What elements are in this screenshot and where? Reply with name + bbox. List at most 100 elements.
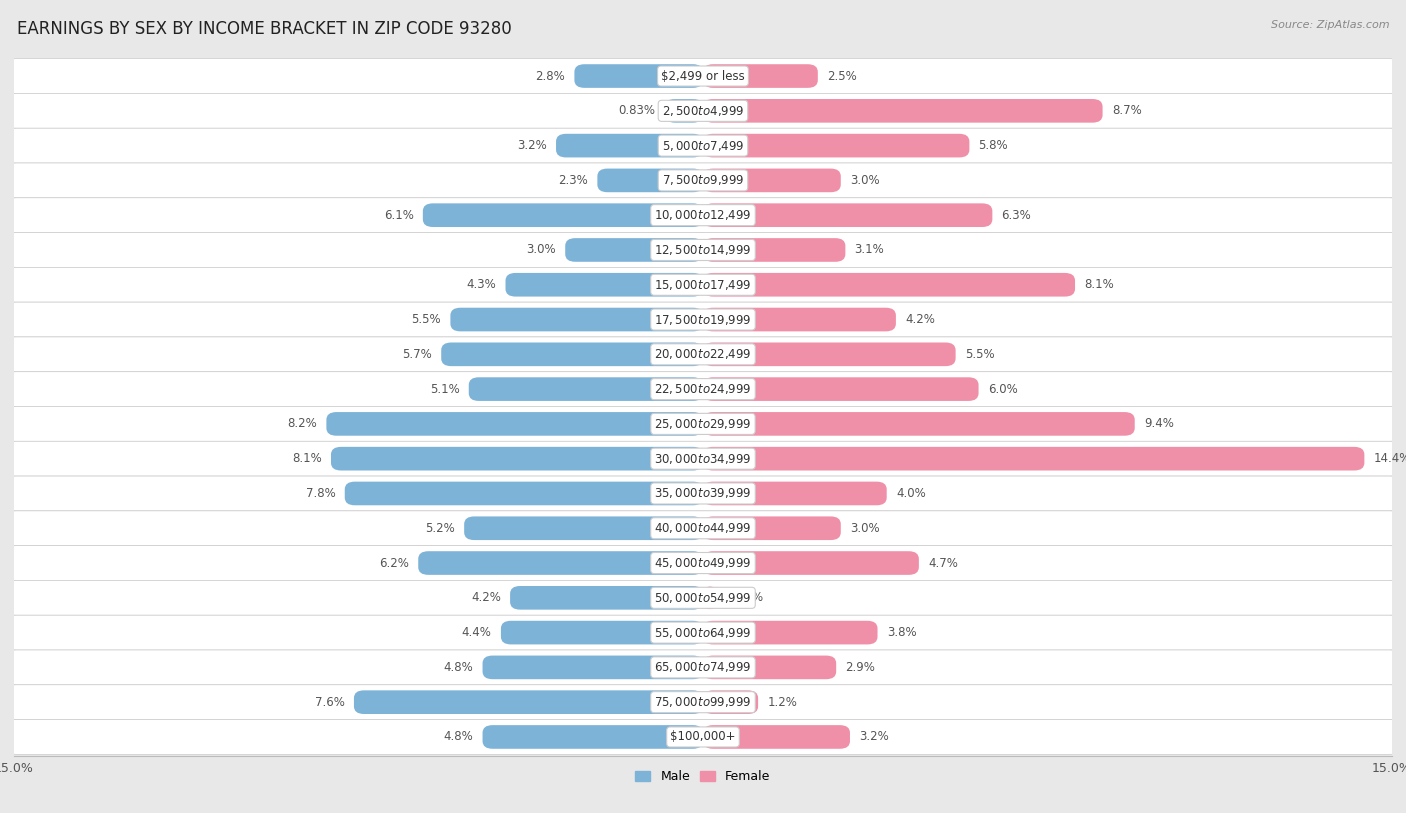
- FancyBboxPatch shape: [703, 621, 877, 645]
- FancyBboxPatch shape: [703, 203, 993, 227]
- Text: $15,000 to $17,499: $15,000 to $17,499: [654, 278, 752, 292]
- Text: 3.0%: 3.0%: [851, 174, 880, 187]
- Text: 5.2%: 5.2%: [425, 522, 456, 535]
- Text: 4.0%: 4.0%: [896, 487, 925, 500]
- Text: 4.4%: 4.4%: [461, 626, 492, 639]
- Text: 4.3%: 4.3%: [467, 278, 496, 291]
- FancyBboxPatch shape: [703, 134, 969, 158]
- Text: $75,000 to $99,999: $75,000 to $99,999: [654, 695, 752, 709]
- Text: EARNINGS BY SEX BY INCOME BRACKET IN ZIP CODE 93280: EARNINGS BY SEX BY INCOME BRACKET IN ZIP…: [17, 20, 512, 38]
- Text: 3.0%: 3.0%: [526, 243, 555, 256]
- FancyBboxPatch shape: [703, 99, 1102, 123]
- FancyBboxPatch shape: [703, 551, 920, 575]
- FancyBboxPatch shape: [326, 412, 703, 436]
- FancyBboxPatch shape: [0, 267, 1406, 302]
- Text: 8.1%: 8.1%: [1084, 278, 1114, 291]
- FancyBboxPatch shape: [555, 134, 703, 158]
- Text: 8.2%: 8.2%: [287, 417, 318, 430]
- Text: $100,000+: $100,000+: [671, 730, 735, 743]
- FancyBboxPatch shape: [565, 238, 703, 262]
- Text: 4.8%: 4.8%: [444, 661, 474, 674]
- FancyBboxPatch shape: [482, 655, 703, 679]
- FancyBboxPatch shape: [598, 168, 703, 192]
- FancyBboxPatch shape: [0, 59, 1406, 93]
- FancyBboxPatch shape: [0, 580, 1406, 615]
- FancyBboxPatch shape: [703, 342, 956, 366]
- Text: 14.4%: 14.4%: [1374, 452, 1406, 465]
- Text: $25,000 to $29,999: $25,000 to $29,999: [654, 417, 752, 431]
- FancyBboxPatch shape: [0, 128, 1406, 163]
- Text: 2.5%: 2.5%: [827, 70, 856, 83]
- FancyBboxPatch shape: [665, 99, 703, 123]
- Text: $35,000 to $39,999: $35,000 to $39,999: [654, 486, 752, 501]
- Text: 5.5%: 5.5%: [965, 348, 994, 361]
- FancyBboxPatch shape: [0, 233, 1406, 267]
- Text: 7.8%: 7.8%: [307, 487, 336, 500]
- Text: 5.8%: 5.8%: [979, 139, 1008, 152]
- Text: $40,000 to $44,999: $40,000 to $44,999: [654, 521, 752, 535]
- Text: $2,500 to $4,999: $2,500 to $4,999: [662, 104, 744, 118]
- Text: 2.9%: 2.9%: [845, 661, 876, 674]
- Text: $30,000 to $34,999: $30,000 to $34,999: [654, 452, 752, 466]
- Text: 6.2%: 6.2%: [380, 557, 409, 570]
- Text: 4.2%: 4.2%: [905, 313, 935, 326]
- Text: $55,000 to $64,999: $55,000 to $64,999: [654, 625, 752, 640]
- FancyBboxPatch shape: [506, 273, 703, 297]
- Text: 4.2%: 4.2%: [471, 591, 501, 604]
- Text: 0.31%: 0.31%: [727, 591, 763, 604]
- FancyBboxPatch shape: [703, 481, 887, 506]
- FancyBboxPatch shape: [575, 64, 703, 88]
- FancyBboxPatch shape: [450, 307, 703, 332]
- FancyBboxPatch shape: [0, 337, 1406, 372]
- Text: 1.2%: 1.2%: [768, 696, 797, 709]
- Text: 6.1%: 6.1%: [384, 209, 413, 222]
- Text: 0.83%: 0.83%: [619, 104, 655, 117]
- FancyBboxPatch shape: [0, 93, 1406, 128]
- FancyBboxPatch shape: [510, 586, 703, 610]
- Text: 9.4%: 9.4%: [1144, 417, 1174, 430]
- Text: 4.7%: 4.7%: [928, 557, 957, 570]
- FancyBboxPatch shape: [0, 685, 1406, 720]
- FancyBboxPatch shape: [0, 511, 1406, 546]
- FancyBboxPatch shape: [0, 650, 1406, 685]
- Text: Source: ZipAtlas.com: Source: ZipAtlas.com: [1271, 20, 1389, 30]
- FancyBboxPatch shape: [0, 302, 1406, 337]
- FancyBboxPatch shape: [468, 377, 703, 401]
- Text: 3.8%: 3.8%: [887, 626, 917, 639]
- Text: $65,000 to $74,999: $65,000 to $74,999: [654, 660, 752, 675]
- FancyBboxPatch shape: [0, 720, 1406, 754]
- FancyBboxPatch shape: [703, 377, 979, 401]
- Text: 8.7%: 8.7%: [1112, 104, 1142, 117]
- FancyBboxPatch shape: [441, 342, 703, 366]
- Text: 2.8%: 2.8%: [536, 70, 565, 83]
- FancyBboxPatch shape: [344, 481, 703, 506]
- FancyBboxPatch shape: [703, 690, 758, 714]
- FancyBboxPatch shape: [0, 615, 1406, 650]
- Text: 2.3%: 2.3%: [558, 174, 588, 187]
- FancyBboxPatch shape: [703, 307, 896, 332]
- FancyBboxPatch shape: [418, 551, 703, 575]
- Text: $12,500 to $14,999: $12,500 to $14,999: [654, 243, 752, 257]
- FancyBboxPatch shape: [703, 516, 841, 540]
- FancyBboxPatch shape: [330, 447, 703, 471]
- Text: 4.8%: 4.8%: [444, 730, 474, 743]
- FancyBboxPatch shape: [482, 725, 703, 749]
- Text: $20,000 to $22,499: $20,000 to $22,499: [654, 347, 752, 361]
- FancyBboxPatch shape: [703, 168, 841, 192]
- FancyBboxPatch shape: [703, 273, 1076, 297]
- Legend: Male, Female: Male, Female: [630, 765, 776, 789]
- Text: 3.2%: 3.2%: [517, 139, 547, 152]
- FancyBboxPatch shape: [0, 476, 1406, 511]
- Text: 3.0%: 3.0%: [851, 522, 880, 535]
- FancyBboxPatch shape: [354, 690, 703, 714]
- Text: $50,000 to $54,999: $50,000 to $54,999: [654, 591, 752, 605]
- Text: $2,499 or less: $2,499 or less: [661, 70, 745, 83]
- FancyBboxPatch shape: [423, 203, 703, 227]
- FancyBboxPatch shape: [0, 406, 1406, 441]
- FancyBboxPatch shape: [703, 64, 818, 88]
- Text: $7,500 to $9,999: $7,500 to $9,999: [662, 173, 744, 188]
- FancyBboxPatch shape: [703, 586, 717, 610]
- Text: 5.7%: 5.7%: [402, 348, 432, 361]
- FancyBboxPatch shape: [0, 198, 1406, 233]
- FancyBboxPatch shape: [464, 516, 703, 540]
